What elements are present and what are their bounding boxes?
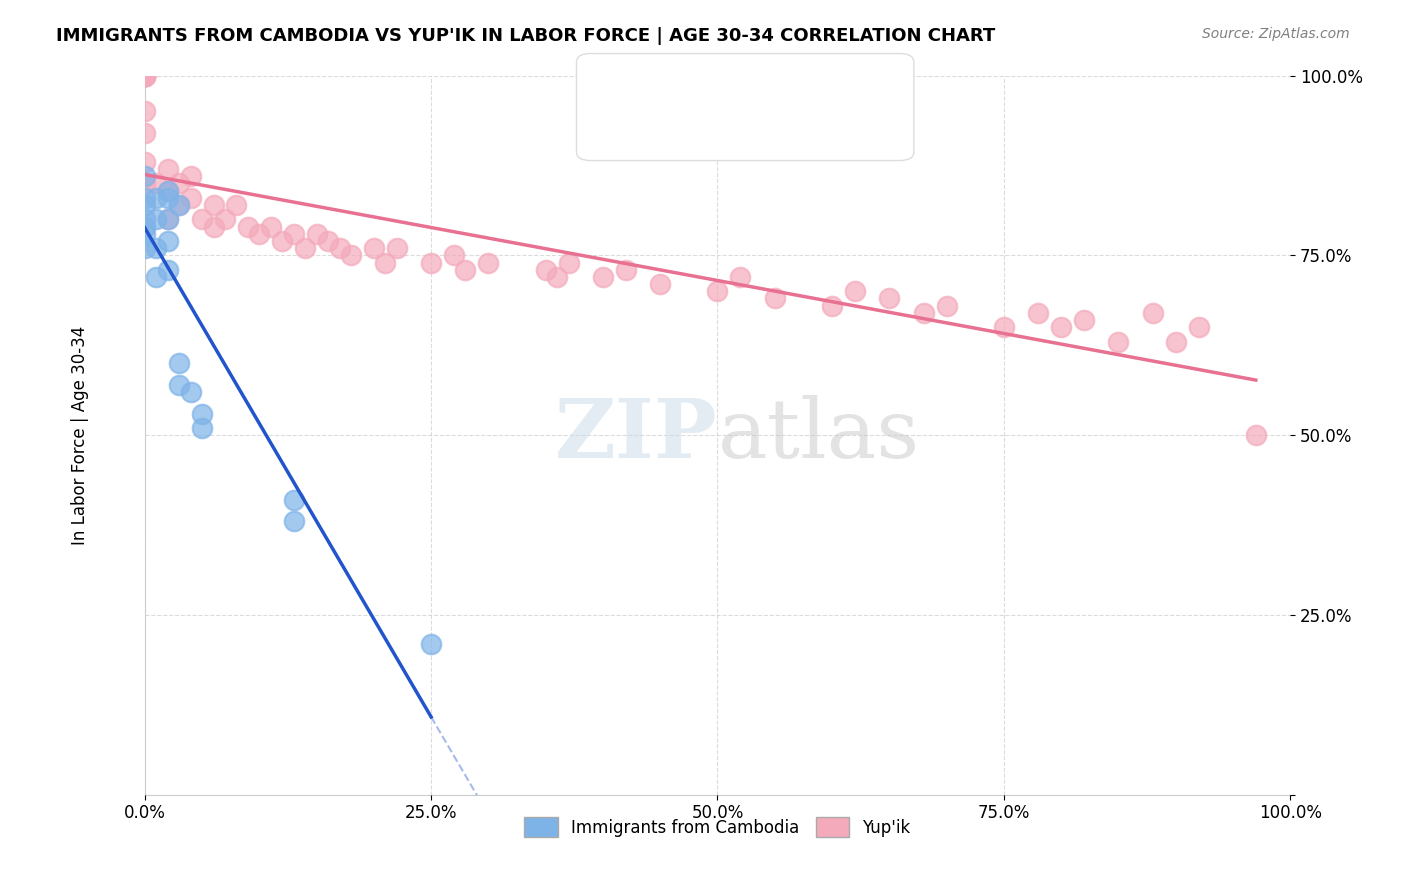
Point [844, 285, 866, 299]
Point [167, 377, 190, 392]
Text: IMMIGRANTS FROM CAMBODIA VS YUP'IK IN LABOR FORCE | AGE 30-34 CORRELATION CHART: IMMIGRANTS FROM CAMBODIA VS YUP'IK IN LA… [56, 27, 995, 45]
Point [420, 637, 443, 651]
Text: Source: ZipAtlas.com: Source: ZipAtlas.com [1202, 27, 1350, 41]
Point [134, 104, 156, 119]
Point [592, 269, 614, 284]
Point [156, 212, 179, 227]
Point [134, 154, 156, 169]
Point [271, 234, 294, 248]
Point [180, 169, 202, 184]
Point [156, 191, 179, 205]
Point [236, 219, 259, 234]
Point [730, 269, 752, 284]
Point [706, 285, 728, 299]
Point [283, 227, 305, 241]
Point [134, 169, 156, 184]
Point [1026, 306, 1049, 320]
Point [420, 255, 443, 269]
Point [145, 269, 167, 284]
Point [283, 515, 305, 529]
Point [167, 356, 190, 370]
Point [912, 306, 935, 320]
Point [363, 241, 385, 255]
Point [1073, 313, 1095, 327]
Point [340, 248, 363, 262]
Point [156, 212, 179, 227]
Point [546, 269, 568, 284]
Point [374, 255, 396, 269]
Point [134, 69, 156, 83]
Legend: Immigrants from Cambodia, Yup'ik: Immigrants from Cambodia, Yup'ik [517, 810, 917, 844]
Point [145, 241, 167, 255]
Point [821, 299, 844, 313]
Point [763, 292, 786, 306]
Point [443, 248, 465, 262]
Point [1244, 428, 1267, 442]
Point [145, 212, 167, 227]
Point [650, 277, 672, 291]
Point [935, 299, 957, 313]
Point [134, 227, 156, 241]
Point [316, 234, 339, 248]
Point [283, 492, 305, 507]
Point [260, 219, 283, 234]
Point [167, 198, 190, 212]
Point [614, 262, 637, 277]
Point [202, 198, 225, 212]
Point [156, 234, 179, 248]
Point [1164, 334, 1187, 349]
Point [134, 69, 156, 83]
Text: atlas: atlas [717, 395, 920, 475]
Point [145, 191, 167, 205]
Point [156, 161, 179, 176]
Point [477, 255, 499, 269]
Text: ZIP: ZIP [555, 395, 717, 475]
Point [247, 227, 270, 241]
Point [134, 241, 156, 255]
Point [877, 292, 900, 306]
Point [167, 198, 190, 212]
Point [1107, 334, 1129, 349]
Point [191, 421, 214, 435]
Point [225, 198, 247, 212]
Point [214, 212, 236, 227]
Point [305, 227, 328, 241]
Point [557, 255, 579, 269]
Point [156, 262, 179, 277]
Point [202, 219, 225, 234]
Point [134, 219, 156, 234]
Point [534, 262, 557, 277]
Point [294, 241, 316, 255]
Point [191, 407, 214, 421]
Point [1187, 320, 1209, 334]
Point [156, 184, 179, 198]
Point [191, 212, 214, 227]
Point [1050, 320, 1073, 334]
Point [134, 126, 156, 140]
Point [993, 320, 1015, 334]
Point [167, 177, 190, 191]
Point [134, 177, 156, 191]
Point [134, 212, 156, 227]
Point [134, 191, 156, 205]
Point [180, 191, 202, 205]
Point [134, 198, 156, 212]
Y-axis label: In Labor Force | Age 30-34: In Labor Force | Age 30-34 [72, 326, 89, 545]
Point [134, 69, 156, 83]
Point [180, 384, 202, 399]
Point [156, 184, 179, 198]
Point [454, 262, 477, 277]
Point [385, 241, 408, 255]
Point [1142, 306, 1164, 320]
Point [145, 177, 167, 191]
Point [134, 69, 156, 83]
Point [328, 241, 350, 255]
Point [134, 69, 156, 83]
Point [134, 69, 156, 83]
